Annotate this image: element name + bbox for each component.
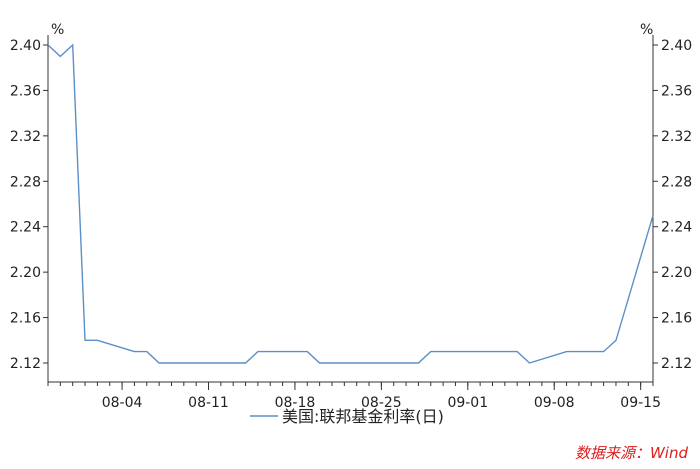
data-point-0-34 — [652, 215, 654, 217]
data-point-0-27 — [516, 351, 518, 353]
left-y-tick-label-4: 2.24 — [10, 220, 41, 236]
x-tick-label-2: 08-18 — [275, 395, 316, 411]
left-y-tick-label-7: 2.12 — [10, 356, 41, 372]
right-y-tick-label-2: 2.32 — [661, 129, 692, 145]
data-point-0-32 — [603, 351, 605, 353]
x-tick-label-6: 09-15 — [620, 395, 661, 411]
left-y-tick-label-3: 2.28 — [10, 174, 41, 190]
x-tick-label-3: 08-25 — [361, 395, 402, 411]
left-unit-label: % — [51, 22, 64, 38]
legend-label: 美国:联邦基金利率(日) — [282, 407, 444, 426]
data-point-0-4 — [97, 339, 99, 341]
data-point-0-10 — [220, 362, 222, 364]
left-y-tick-label-5: 2.20 — [10, 265, 41, 281]
data-point-0-23 — [430, 351, 432, 353]
data-point-0-14 — [269, 351, 271, 353]
x-tick-label-5: 09-08 — [534, 395, 575, 411]
data-point-0-18 — [344, 362, 346, 364]
data-point-0-20 — [393, 362, 395, 364]
left-y-tick-label-2: 2.32 — [10, 129, 41, 145]
data-point-0-17 — [331, 362, 333, 364]
data-point-0-25 — [492, 351, 494, 353]
data-point-0-28 — [529, 362, 531, 364]
x-tick-label-0: 08-04 — [102, 395, 143, 411]
data-point-0-22 — [418, 362, 420, 364]
right-y-tick-label-7: 2.12 — [661, 356, 692, 372]
data-point-0-6 — [146, 351, 148, 353]
data-point-0-30 — [578, 351, 580, 353]
data-point-0-11 — [232, 362, 234, 364]
data-point-0-12 — [245, 362, 247, 364]
data-point-0-2 — [72, 44, 74, 46]
data-point-0-0 — [47, 44, 49, 46]
data-point-0-9 — [183, 362, 185, 364]
data-point-0-29 — [566, 351, 568, 353]
right-y-tick-label-0: 2.40 — [661, 38, 692, 54]
left-y-tick-label-1: 2.36 — [10, 83, 41, 99]
data-point-0-5 — [134, 351, 136, 353]
right-y-tick-label-5: 2.20 — [661, 265, 692, 281]
right-y-tick-label-3: 2.28 — [661, 174, 692, 190]
data-point-0-13 — [257, 351, 259, 353]
x-tick-label-4: 09-01 — [447, 395, 488, 411]
right-y-tick-label-1: 2.36 — [661, 83, 692, 99]
data-point-0-3 — [84, 339, 86, 341]
data-point-0-8 — [171, 362, 173, 364]
data-point-0-19 — [356, 362, 358, 364]
right-y-tick-label-4: 2.24 — [661, 220, 692, 236]
source-note: 数据来源：Wind — [574, 444, 688, 462]
data-point-0-7 — [158, 362, 160, 364]
data-point-0-16 — [319, 362, 321, 364]
left-y-tick-label-0: 2.40 — [10, 38, 41, 54]
data-point-0-1 — [60, 56, 62, 58]
x-tick-label-1: 08-11 — [188, 395, 229, 411]
data-point-0-21 — [405, 362, 407, 364]
data-point-0-33 — [615, 339, 617, 341]
data-point-0-31 — [590, 351, 592, 353]
right-y-tick-label-6: 2.16 — [661, 311, 692, 327]
series-line-0 — [47, 43, 654, 364]
right-unit-label: % — [640, 22, 653, 38]
left-y-tick-label-6: 2.16 — [10, 311, 41, 327]
data-point-0-26 — [504, 351, 506, 353]
data-point-0-24 — [442, 351, 444, 353]
data-point-0-15 — [306, 351, 308, 353]
